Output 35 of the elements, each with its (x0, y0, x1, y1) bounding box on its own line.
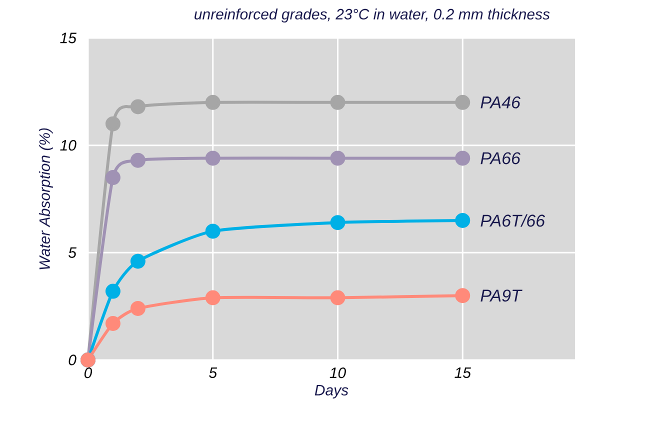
point (205, 94, 220, 110)
point (105, 316, 120, 332)
series-label: PA6T/66 (480, 214, 546, 227)
y-axis-title: Water Absorption (%) (38, 128, 53, 270)
point (205, 150, 220, 166)
y-tick-label: 10 (60, 140, 76, 151)
series-label: PA66 (480, 152, 520, 164)
point (105, 170, 120, 186)
point (330, 94, 346, 110)
point (130, 152, 146, 168)
point (105, 284, 120, 299)
y-tick-label: 0 (68, 354, 76, 366)
point (205, 224, 220, 239)
point (455, 212, 470, 228)
point (330, 290, 346, 306)
x-tick-label: 15 (454, 368, 471, 378)
x-tick-label: 10 (330, 368, 346, 378)
point (205, 290, 220, 306)
chart-title: unreinforced grades, 23°C in water, 0.2 mm thickness (194, 8, 550, 22)
x-axis-title: Days (314, 385, 348, 398)
y-tick-label: 5 (68, 247, 76, 258)
point (330, 215, 346, 230)
series-label: PA46 (480, 96, 520, 108)
series-label: PA9T (480, 290, 522, 302)
point (105, 116, 120, 132)
point (130, 300, 146, 316)
point (455, 288, 470, 304)
point (130, 99, 146, 114)
point (455, 150, 470, 166)
point (455, 94, 470, 110)
point (330, 150, 346, 166)
y-tick-label: 15 (60, 32, 76, 44)
x-tick-label: 0 (84, 368, 92, 378)
x-tick-label: 5 (209, 368, 218, 378)
point (130, 254, 146, 269)
